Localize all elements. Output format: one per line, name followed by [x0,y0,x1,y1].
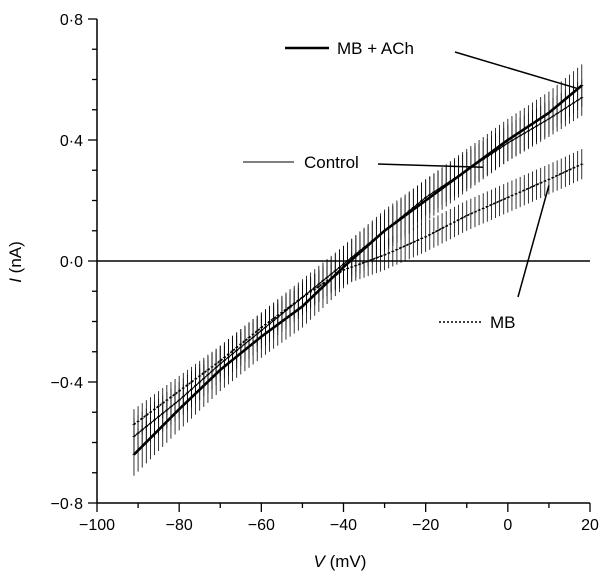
x-tick-label: −20 [412,517,439,534]
x-tick-label: −40 [330,517,357,534]
x-tick-label: 20 [581,517,599,534]
legend-label: Control [304,153,359,172]
series-line-dotted [133,163,583,425]
y-tick-label: 0·4 [60,133,83,150]
x-tick-label: −80 [166,517,193,534]
y-axis-symbol: I [6,278,25,283]
leader-line [377,163,484,168]
series-line-thin [133,97,583,437]
legend-label: MB [490,313,516,332]
y-tick-label: 0·8 [60,12,83,29]
y-tick-label: −0·4 [51,375,84,392]
x-axis-symbol: V [314,552,327,571]
annotation-layer: MB + ACh Control MB [243,39,578,332]
y-axis-label: I (nA) [6,241,25,283]
tick-layer: −100 −80 −60 −40 −20 0 20 −0·8 −0·4 0·0 0·4 0·8 [51,12,599,534]
y-axis-unit: (nA) [6,241,25,278]
y-tick-label: 0·0 [60,254,83,271]
error-bar-layer [132,64,584,476]
x-tick-label: −60 [248,517,275,534]
x-tick-label: 0 [503,517,512,534]
leader-line [454,51,578,90]
x-tick-label: −100 [79,517,115,534]
series-line-thick [133,84,583,456]
y-tick-label: −0·8 [51,496,84,513]
leader-line [517,185,550,298]
x-axis-unit: (mV) [325,552,367,571]
series-line-layer [133,84,583,456]
x-axis-label: V (mV) [314,552,367,571]
legend-label: MB + ACh [337,39,414,58]
